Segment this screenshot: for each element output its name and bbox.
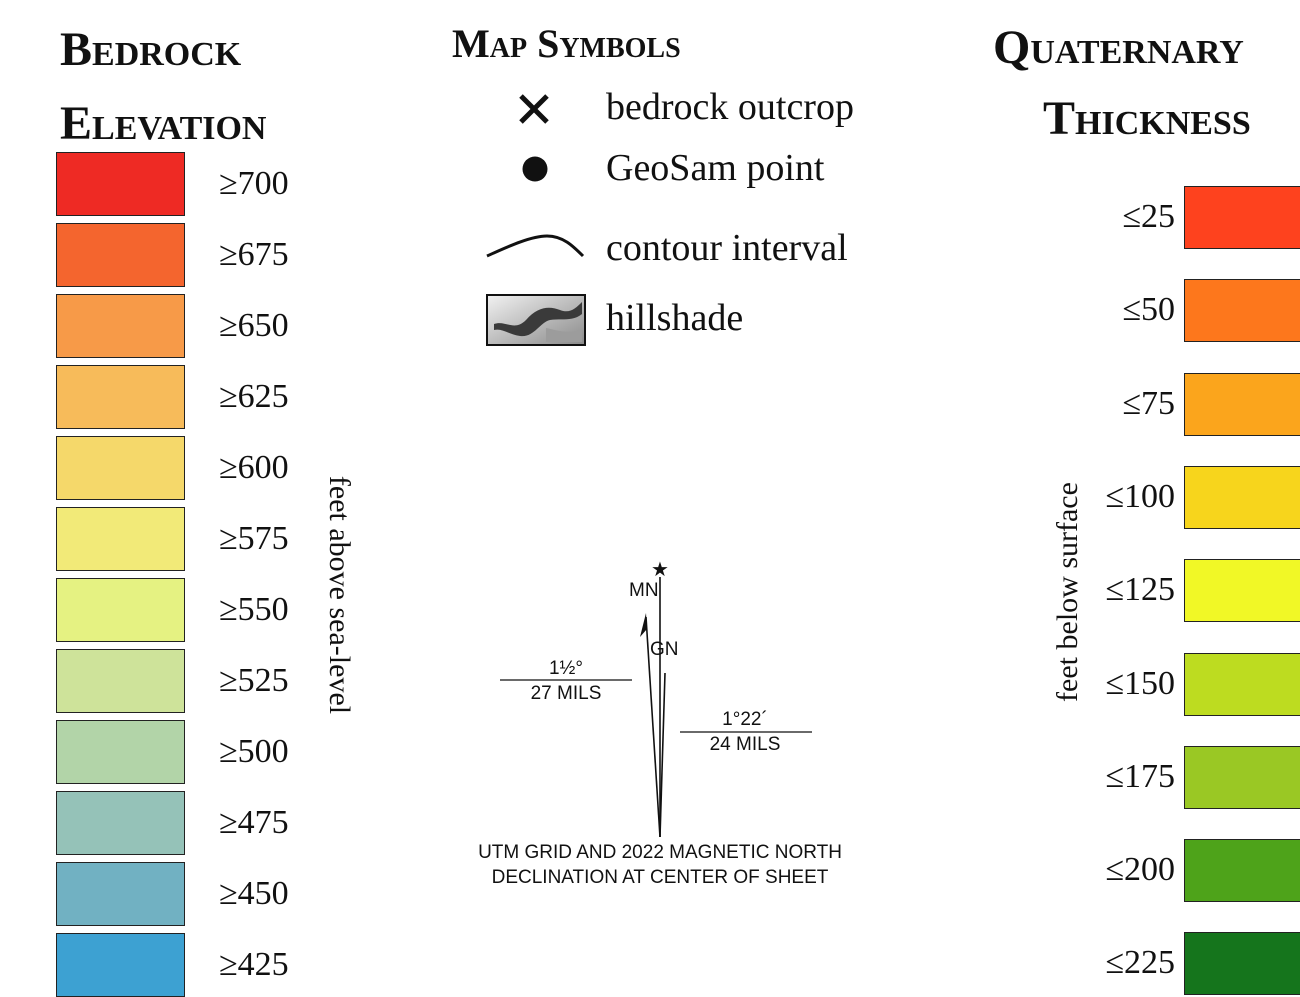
quaternary-swatch [1184, 745, 1300, 809]
hillshade-icon [486, 294, 586, 346]
quaternary-swatch [1184, 186, 1300, 249]
mn-label: MN [629, 580, 659, 601]
quaternary-label: ≤25 [1122, 198, 1175, 235]
hillshade-label: hillshade [606, 297, 744, 339]
bedrock-swatch [56, 365, 185, 429]
declination-diagram: ★ [500, 557, 812, 838]
bedrock-swatch [56, 152, 185, 216]
declination-left-mils: 27 MILS [530, 683, 602, 704]
map-symbols-title: Map Symbols [452, 21, 681, 66]
bedrock-swatch [56, 933, 185, 997]
bedrock-swatch [56, 223, 185, 287]
quaternary-swatch [1184, 279, 1300, 343]
quaternary-label: ≤50 [1122, 291, 1175, 329]
bedrock-outcrop-label: bedrock outcrop [606, 86, 854, 128]
geosam-point-label: GeoSam point [606, 147, 825, 189]
contour-interval-label: contour interval [606, 227, 848, 269]
declination-caption-line2: DECLINATION AT CENTER OF SHEET [491, 867, 829, 888]
bedrock-label: ≥575 [219, 520, 289, 557]
dot-icon [522, 156, 548, 182]
quaternary-label: ≤100 [1105, 477, 1175, 515]
quaternary-axis-label: feet below surface [1051, 482, 1084, 702]
bedrock-title-line2: Elevation [60, 97, 267, 150]
gn-label: GN [650, 639, 679, 660]
bedrock-swatch [56, 862, 185, 926]
bedrock-swatch [56, 720, 185, 784]
bedrock-label: ≥625 [219, 378, 289, 415]
x-mark-icon [519, 94, 549, 124]
bedrock-label: ≥600 [219, 449, 289, 486]
svg-text:★: ★ [651, 557, 669, 581]
quaternary-swatch [1184, 932, 1300, 996]
quaternary-swatch [1184, 372, 1300, 436]
quaternary-swatch [1184, 652, 1300, 716]
quaternary-title-line1: Quaternary [993, 21, 1244, 74]
bedrock-swatch [56, 507, 185, 571]
quaternary-swatch [1184, 839, 1300, 903]
bedrock-swatch [56, 436, 185, 500]
quaternary-label: ≤125 [1105, 571, 1175, 609]
quaternary-label: ≤200 [1105, 851, 1175, 889]
bedrock-axis-label: feet above sea-level [323, 475, 356, 715]
bedrock-label: ≥675 [219, 236, 289, 273]
bedrock-label: ≥525 [219, 662, 289, 699]
bedrock-swatch [56, 649, 185, 713]
quaternary-label: ≤175 [1105, 757, 1175, 795]
declination-left-angle: 1½° [548, 658, 584, 679]
quaternary-title-line2: Thickness [1043, 92, 1251, 145]
quaternary-swatch [1184, 465, 1300, 529]
bedrock-label: ≥475 [219, 804, 289, 841]
bedrock-label: ≥550 [219, 591, 289, 628]
quaternary-label: ≤75 [1122, 384, 1175, 422]
quaternary-label: ≤225 [1105, 944, 1175, 982]
bedrock-swatch [56, 294, 185, 358]
bedrock-swatch [56, 578, 185, 642]
bedrock-label: ≥650 [219, 307, 289, 344]
bedrock-title-line1: Bedrock [60, 23, 242, 76]
declination-right-angle: 1°22´ [722, 709, 768, 730]
quaternary-swatch [1184, 559, 1300, 623]
bedrock-label: ≥500 [219, 733, 289, 770]
bedrock-label: ≥700 [219, 165, 289, 202]
declination-caption-line1: UTM GRID AND 2022 MAGNETIC NORTH [478, 842, 842, 863]
bedrock-label: ≥450 [219, 875, 289, 912]
bedrock-swatch [56, 791, 185, 855]
contour-line-icon [486, 234, 585, 258]
quaternary-label: ≤150 [1105, 664, 1175, 702]
bedrock-label: ≥425 [219, 946, 289, 983]
declination-right-mils: 24 MILS [709, 734, 781, 755]
